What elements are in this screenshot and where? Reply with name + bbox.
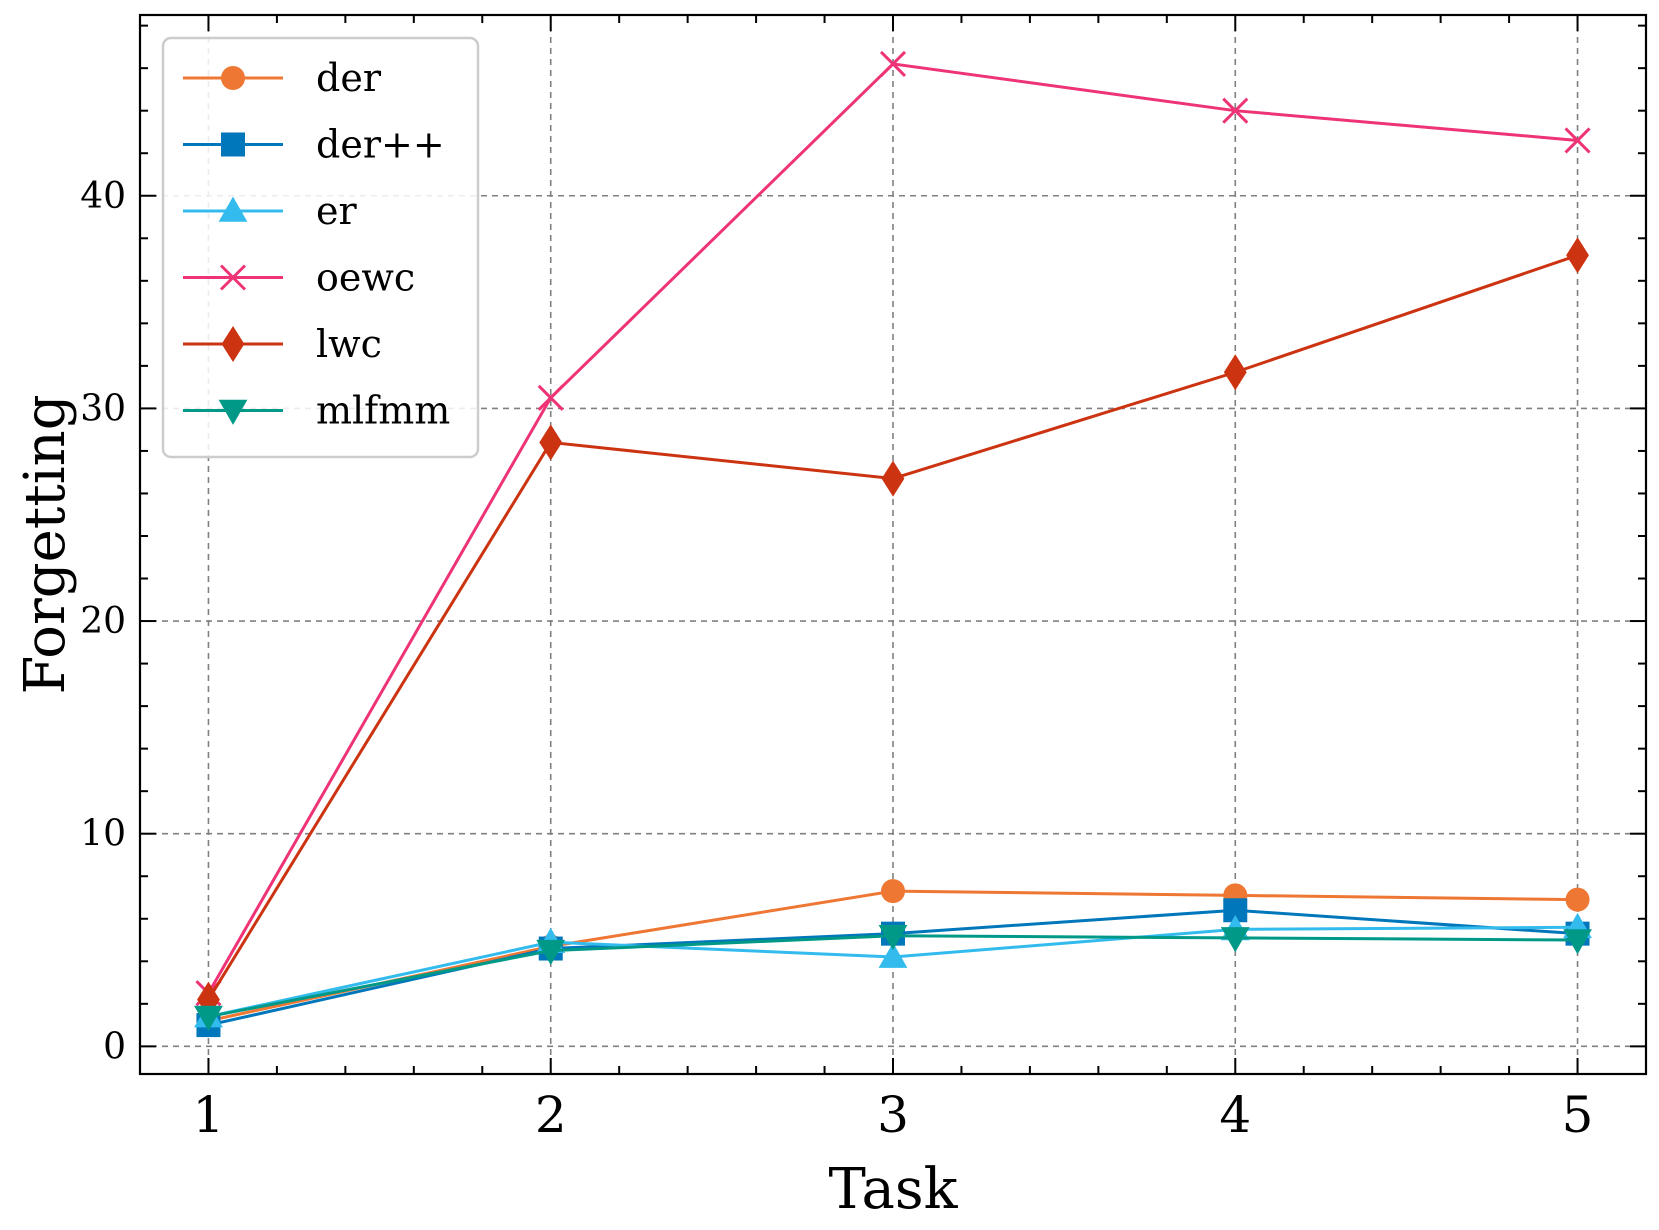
legend-marker-mlfmm <box>218 399 248 425</box>
legend-marker-er <box>218 196 248 222</box>
legend-label: der <box>316 56 382 100</box>
data-point-oewc-5 <box>1564 127 1591 154</box>
legend-marker-lwc <box>221 326 245 362</box>
data-point-lwc-3 <box>881 460 905 497</box>
data-point-lwc-2 <box>539 424 563 461</box>
data-point-oewc-2 <box>537 384 564 411</box>
y-tick-label: 30 <box>80 388 126 429</box>
legend-item-der++: der++ <box>183 123 445 167</box>
series-lwc <box>197 237 1589 1018</box>
data-point-mlfmm-4 <box>1220 927 1250 953</box>
data-point-lwc-5 <box>1566 237 1589 274</box>
tick-labels: 1 2 3 4 5 0 10 20 30 40 <box>80 176 1593 1144</box>
legend-label: mlfmm <box>316 389 450 433</box>
legend-label: der++ <box>316 123 445 167</box>
legend-item-mlfmm: mlfmm <box>183 389 450 433</box>
data-point-er-3 <box>878 942 908 968</box>
series-mlfmm <box>194 924 1592 1031</box>
data-point-der-3 <box>881 879 905 904</box>
plot-series <box>194 50 1592 1038</box>
x-tick-label: 4 <box>1219 1086 1251 1144</box>
y-tick-label: 20 <box>80 601 126 642</box>
legend-label: lwc <box>316 322 382 366</box>
y-axis-title: Forgetting <box>13 394 78 694</box>
data-point-oewc-4 <box>1222 97 1249 124</box>
legend-item-der: der <box>183 56 382 100</box>
data-point-oewc-3 <box>879 50 907 77</box>
x-tick-label: 1 <box>193 1086 225 1144</box>
legend: der der++ er oewc lwc mlfmm <box>161 36 480 459</box>
x-tick-label: 2 <box>535 1086 567 1144</box>
data-point-mlfmm-3 <box>878 924 908 951</box>
x-tick-label: 3 <box>877 1086 909 1144</box>
data-point-der-5 <box>1565 887 1590 912</box>
axis-ticks <box>139 15 1647 1074</box>
data-point-lwc-4 <box>1223 354 1247 391</box>
data-point-mlfmm-5 <box>1563 929 1592 955</box>
legend-item-lwc: lwc <box>183 322 382 366</box>
legend-label: oewc <box>316 256 415 300</box>
legend-item-oewc: oewc <box>183 256 415 300</box>
legend-marker-der++ <box>221 132 245 157</box>
legend-label: er <box>316 189 357 233</box>
y-tick-label: 10 <box>80 814 126 855</box>
legend-item-er: er <box>183 189 357 233</box>
x-axis-title: Task <box>828 1157 958 1222</box>
y-tick-label: 0 <box>103 1026 126 1067</box>
grid <box>140 15 1646 1074</box>
data-point-mlfmm-1 <box>194 1005 223 1031</box>
legend-marker-der <box>221 66 245 90</box>
legend-marker-oewc <box>219 264 247 291</box>
data-point-mlfmm-2 <box>536 939 566 966</box>
y-tick-label: 40 <box>80 176 126 217</box>
x-tick-label: 5 <box>1562 1086 1594 1144</box>
